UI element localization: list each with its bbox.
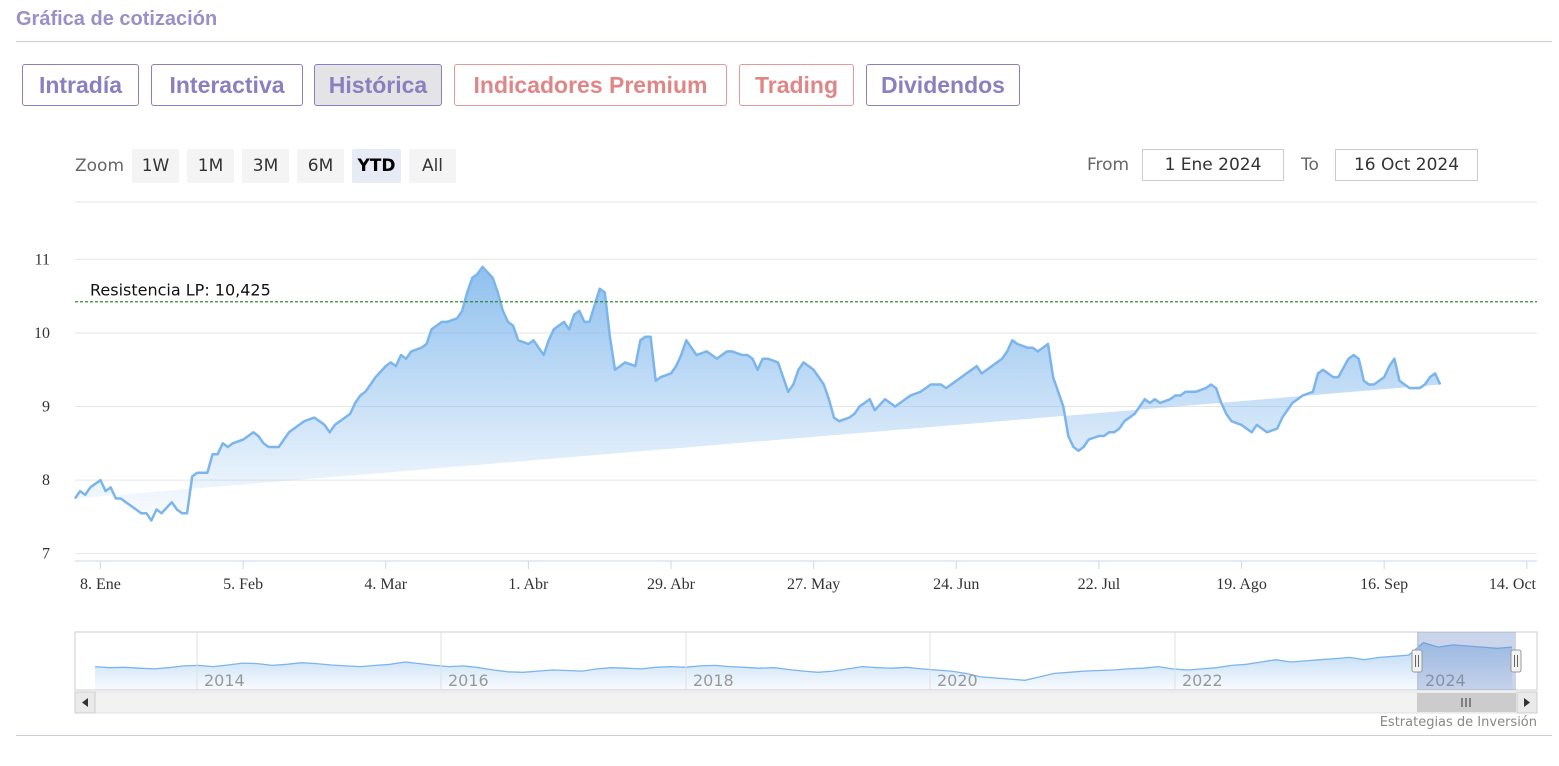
- zoom-1m-button[interactable]: 1M: [187, 149, 234, 183]
- y-tick-label: 9: [42, 399, 50, 416]
- price-area: [75, 266, 1441, 521]
- navigator-year-label: 2022: [1182, 671, 1223, 690]
- resistance-line: Resistencia LP: 10,425: [75, 281, 1537, 303]
- x-tick-label: 14. Oct: [1489, 576, 1537, 593]
- page-title: Gráfica de cotización: [16, 8, 218, 30]
- y-tick-label: 11: [35, 251, 50, 268]
- title-divider: [16, 41, 1552, 42]
- navigator-handle: [1510, 649, 1522, 673]
- navigator-area: [95, 642, 1512, 690]
- zoom-1w-button[interactable]: 1W: [132, 149, 179, 183]
- navigator-selection: [1417, 632, 1516, 690]
- y-axis: 7 8 9 10 11: [34, 251, 50, 562]
- tab-historica[interactable]: Histórica: [314, 64, 442, 106]
- navigator[interactable]: 2014 2016 2018 2020 2022 2024: [74, 631, 1538, 714]
- tab-indicadores-premium[interactable]: Indicadores Premium: [454, 64, 727, 106]
- zoom-all-button[interactable]: All: [409, 149, 456, 183]
- zoom-label: Zoom: [75, 156, 125, 176]
- x-tick-label: 4. Mar: [364, 576, 407, 593]
- x-tick-label: 24. Jun: [933, 576, 979, 593]
- x-axis: 8. Ene 5. Feb 4. Mar 1. Abr 29. Abr 27. May 24…: [75, 560, 1537, 593]
- navigator-year-label: 2020: [937, 671, 978, 690]
- x-tick-label: 16. Sep: [1360, 576, 1408, 593]
- y-tick-label: 10: [34, 325, 50, 342]
- x-tick-label: 1. Abr: [508, 576, 549, 593]
- zoom-ytd-button[interactable]: YTD: [352, 149, 401, 183]
- x-tick-label: 8. Ene: [80, 576, 121, 593]
- resistance-label: Resistencia LP: 10,425: [90, 281, 271, 300]
- scroll-right-arrow-icon: [1524, 698, 1530, 707]
- range-from-label: From: [1087, 155, 1130, 175]
- chart-credits[interactable]: Estrategias de Inversión: [1379, 715, 1537, 730]
- tab-trading[interactable]: Trading: [739, 64, 854, 106]
- range-from-input[interactable]: 1 Ene 2024: [1142, 149, 1284, 181]
- price-series: [73, 265, 1442, 522]
- x-tick-label: 27. May: [787, 576, 840, 593]
- range-to-input[interactable]: 16 Oct 2024: [1335, 149, 1478, 181]
- bottom-divider: [16, 735, 1552, 736]
- navigator-year-label: 2024: [1425, 671, 1466, 690]
- range-to-label: To: [1301, 155, 1319, 175]
- navigator-line: [94, 641, 1513, 681]
- navigator-year-label: 2014: [204, 671, 245, 690]
- tab-interactiva[interactable]: Interactiva: [151, 64, 303, 106]
- x-tick-label: 19. Ago: [1216, 576, 1267, 593]
- tab-intradia[interactable]: Intradía: [22, 64, 139, 106]
- x-tick-label: 5. Feb: [223, 576, 263, 593]
- zoom-6m-button[interactable]: 6M: [297, 149, 344, 183]
- y-tick-label: 8: [42, 472, 50, 489]
- x-tick-label: 22. Jul: [1078, 576, 1121, 593]
- price-line: [73, 265, 1442, 522]
- tab-dividendos[interactable]: Dividendos: [866, 64, 1020, 106]
- scroll-left-arrow-icon: [82, 698, 88, 707]
- navigator-handle: [1411, 649, 1423, 673]
- navigator-year-label: 2016: [448, 671, 489, 690]
- navigator-year-label: 2018: [693, 671, 734, 690]
- scrollbar-track: [74, 691, 1538, 714]
- y-tick-label: 7: [42, 546, 50, 563]
- zoom-3m-button[interactable]: 3M: [242, 149, 289, 183]
- x-tick-label: 29. Abr: [647, 576, 696, 593]
